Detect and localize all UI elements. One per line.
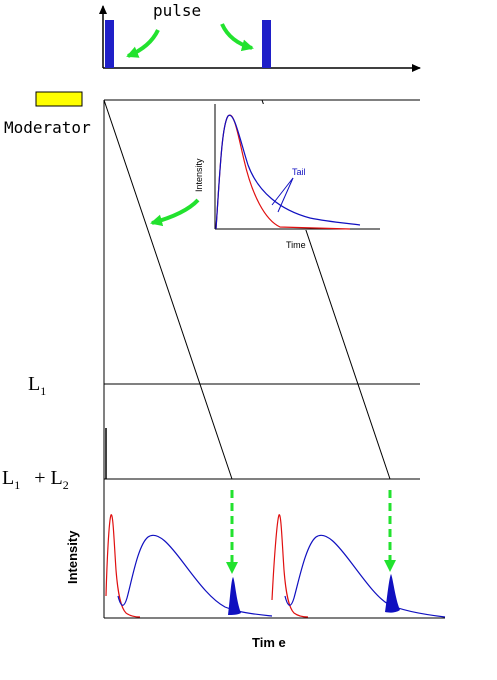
blue-peak-1 <box>228 577 241 615</box>
flight-path-1 <box>103 99 233 480</box>
red-curve-2 <box>271 514 309 618</box>
inset-pulse-shape: Tail Intensity Time <box>194 104 381 250</box>
distance-time-frame <box>103 99 420 480</box>
inset-tail-label: Tail <box>292 167 306 177</box>
inset-background <box>213 104 381 230</box>
dashed-arrow-1-head <box>226 562 238 574</box>
pulse-bar-1 <box>105 20 114 68</box>
inset-y-label: Intensity <box>194 158 204 192</box>
inset-blue-curve <box>215 114 361 230</box>
l1-l2-label: L1 + L2 <box>2 467 69 492</box>
tail-pointer-1 <box>271 177 294 206</box>
inset-arrow <box>150 198 200 227</box>
bottom-y-label: Intensity <box>65 530 80 584</box>
bottom-x-label: Tim e <box>252 635 286 650</box>
moderator-label: Moderator <box>4 118 91 137</box>
pulse-arrow-right <box>220 23 254 52</box>
dashed-arrow-2-head <box>384 560 396 572</box>
pulse-timeline: pulse <box>99 1 421 72</box>
l1-label: L1 <box>28 373 46 398</box>
pulse-arrow-left <box>126 29 160 58</box>
blue-peak-2 <box>385 574 400 613</box>
pulse-bar-2 <box>262 20 271 68</box>
intensity-time-plot: Intensity Tim e <box>65 480 446 650</box>
tail-pointer-2 <box>277 177 294 213</box>
pulse-label: pulse <box>153 1 201 20</box>
blue-curve-1 <box>117 534 273 617</box>
inset-x-label: Time <box>286 240 306 250</box>
moderator-box <box>35 91 83 107</box>
blue-curve-2 <box>284 534 446 618</box>
red-curve-1 <box>105 514 141 618</box>
